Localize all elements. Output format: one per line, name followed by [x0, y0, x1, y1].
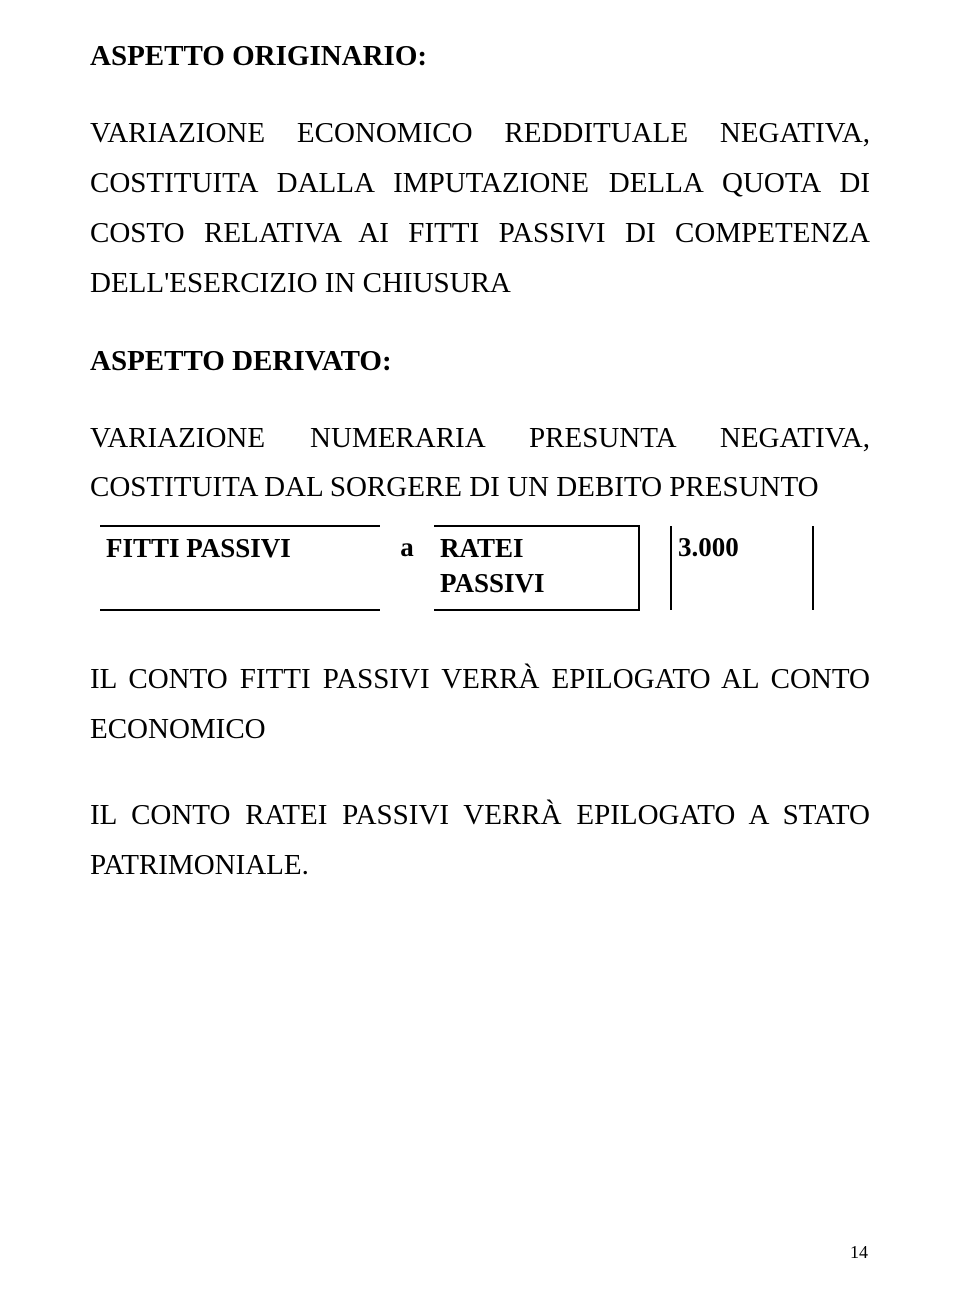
- heading-aspetto-derivato: ASPETTO DERIVATO:: [90, 345, 870, 378]
- entry-description: FITTI PASSIVI: [100, 526, 380, 610]
- paragraph-ratei-passivi: IL CONTO RATEI PASSIVI VERRÀ EPILOGATO A…: [90, 791, 870, 891]
- paragraph-derivato: VARIAZIONE NUMERARIA PRESUNTA NEGATIVA, …: [90, 414, 870, 514]
- entry-account-line1: RATEI: [440, 533, 524, 563]
- document-page: ASPETTO ORIGINARIO: VARIAZIONE ECONOMICO…: [0, 0, 960, 1291]
- journal-entry-table: FITTI PASSIVI a RATEI PASSIVI 3.000: [100, 525, 870, 611]
- paragraph-fitti-passivi: IL CONTO FITTI PASSIVI VERRÀ EPILOGATO A…: [90, 655, 870, 755]
- paragraph-originario: VARIAZIONE ECONOMICO REDDITUALE NEGATIVA…: [90, 109, 870, 309]
- entry-a: a: [380, 526, 434, 610]
- entry-divider: [639, 526, 671, 610]
- entry-amount: 3.000: [671, 526, 813, 610]
- entry-account: RATEI PASSIVI: [434, 526, 639, 610]
- page-number: 14: [850, 1242, 868, 1263]
- table-row: FITTI PASSIVI a RATEI PASSIVI 3.000: [100, 526, 813, 610]
- entry-account-line2: PASSIVI: [440, 568, 632, 599]
- heading-aspetto-originario: ASPETTO ORIGINARIO:: [90, 40, 870, 73]
